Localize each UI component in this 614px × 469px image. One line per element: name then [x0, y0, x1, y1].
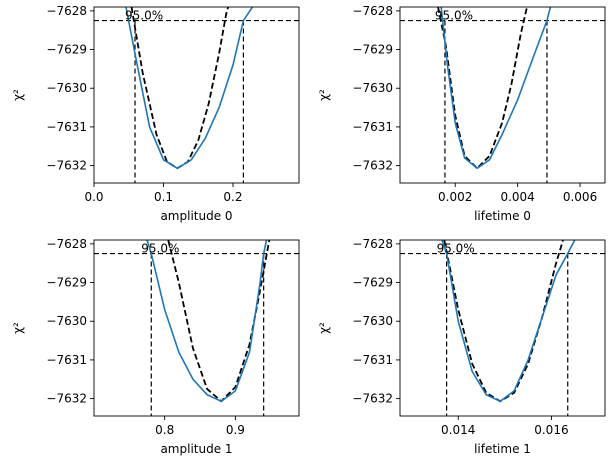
- subplot-2: −7628 −7629 −7630 −7631 −7632 0.8 0.9 amplitude…: [11, 237, 300, 456]
- x-tick-label: 0.002: [438, 190, 472, 204]
- profile-series: [441, 240, 576, 403]
- y-tick-label: −7630: [352, 81, 393, 95]
- axes-frame: [93, 6, 300, 184]
- x-tick-label: 0.016: [534, 423, 568, 437]
- y-tick-label: −7629: [352, 276, 393, 290]
- x-tick-label: 0.0: [84, 190, 103, 204]
- y-tick-label: −7630: [46, 81, 87, 95]
- plot-area: [400, 7, 605, 183]
- y-tick-label: −7628: [46, 237, 87, 251]
- y-tick-label: −7629: [46, 43, 87, 57]
- y-tick-label: −7628: [352, 4, 393, 18]
- y-tick-label: −7631: [352, 353, 393, 367]
- plot-area: [94, 240, 299, 416]
- x-tick-label: 0.006: [563, 190, 597, 204]
- y-tick-label: −7632: [46, 159, 87, 173]
- x-tick-label: 0.004: [500, 190, 534, 204]
- axes-frame: [93, 239, 300, 417]
- x-tick-label: 0.9: [226, 423, 245, 437]
- x-tick-label: 0.1: [154, 190, 173, 204]
- plot-area: [94, 7, 299, 183]
- x-tick-label: 0.014: [441, 423, 475, 437]
- x-tick-label: 0.8: [155, 423, 174, 437]
- y-axis-label: χ²: [11, 322, 25, 334]
- y-tick-label: −7630: [352, 314, 393, 328]
- x-axis-label: lifetime 0: [474, 209, 531, 223]
- axes-frame: [399, 239, 606, 417]
- x-axis-label: amplitude 1: [160, 442, 232, 456]
- profile-series: [440, 7, 552, 170]
- y-tick-label: −7628: [352, 237, 393, 251]
- parabola-series: [130, 7, 229, 170]
- profile-series: [146, 240, 268, 403]
- x-axis-label: amplitude 0: [160, 209, 232, 223]
- y-tick-label: −7628: [46, 4, 87, 18]
- plot-area: [400, 240, 605, 416]
- profile-series: [125, 7, 254, 170]
- y-tick-label: −7631: [352, 120, 393, 134]
- y-tick-label: −7629: [46, 276, 87, 290]
- y-tick-label: −7632: [352, 159, 393, 173]
- y-tick-label: −7631: [46, 353, 87, 367]
- confidence-annotation: 95.0%: [437, 242, 475, 256]
- confidence-annotation: 95.0%: [141, 242, 179, 256]
- y-axis-label: χ²: [11, 89, 25, 101]
- parabola-series: [437, 7, 528, 170]
- y-tick-label: −7631: [46, 120, 87, 134]
- subplot-1: −7628 −7629 −7630 −7631 −7632 0.002 0.004 0.006…: [317, 4, 606, 223]
- y-axis-label: χ²: [317, 89, 331, 101]
- x-tick-label: 0.2: [223, 190, 242, 204]
- subplot-0: −7628 −7629 −7630 −7631 −7632 0.0 0.1 0.2 amplit…: [11, 4, 300, 223]
- axes-frame: [399, 6, 606, 184]
- y-axis-label: χ²: [317, 322, 331, 334]
- x-axis-label: lifetime 1: [474, 442, 531, 456]
- y-tick-label: −7630: [46, 314, 87, 328]
- subplot-3: −7628 −7629 −7630 −7631 −7632 0.014 0.016lifet…: [317, 237, 606, 456]
- y-tick-label: −7632: [46, 392, 87, 406]
- y-tick-label: −7629: [352, 43, 393, 57]
- y-tick-label: −7632: [352, 392, 393, 406]
- confidence-annotation: 95.0%: [435, 9, 473, 23]
- confidence-annotation: 95.0%: [125, 9, 163, 23]
- parabola-series: [443, 240, 564, 403]
